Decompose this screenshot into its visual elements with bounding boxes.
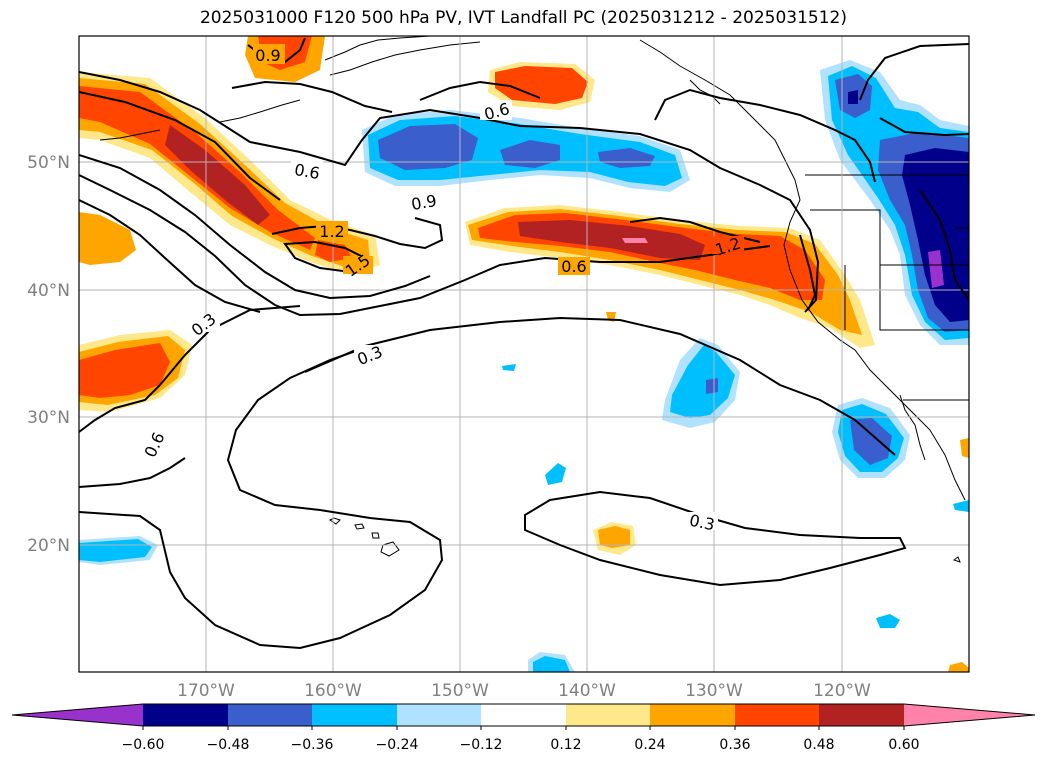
colorbar-tick-label: −0.60 (122, 737, 165, 753)
lon-label: 170°W (177, 681, 235, 701)
contour-label: 0.9 (410, 191, 438, 214)
lon-label: 140°W (558, 681, 616, 701)
colorbar-tick-label: 0.48 (803, 737, 834, 753)
colorbar-extend-high (904, 704, 1035, 726)
colorbar-tick-label: 0.12 (550, 737, 581, 753)
colorbar-segment (228, 704, 312, 726)
lon-label: 120°W (813, 681, 871, 701)
contour-label: 0.6 (561, 257, 586, 276)
colorbar-tick-label: −0.12 (460, 737, 503, 753)
colorbar-segment (735, 704, 819, 726)
colorbar-segment (650, 704, 735, 726)
colorbar-extend-low (12, 704, 143, 726)
colorbar-segment (397, 704, 481, 726)
longitude-labels: 170°W 160°W 150°W 140°W 130°W 120°W (177, 681, 871, 701)
colorbar-tick-marks (142, 726, 905, 730)
lat-label: 50°N (27, 153, 70, 173)
contour-label: 0.3 (688, 511, 717, 535)
latitude-labels: 50°N 40°N 30°N 20°N (27, 153, 70, 556)
map-title: 2025031000 F120 500 hPa PV, IVT Landfall… (199, 8, 847, 28)
ivt-contours (79, 37, 969, 650)
contour-label: 0.9 (255, 46, 280, 65)
lat-label: 40°N (27, 281, 70, 301)
lon-label: 160°W (304, 681, 362, 701)
colorbar-tick-label: −0.24 (376, 737, 419, 753)
plot-frame (78, 35, 970, 673)
colorbar-segment (481, 704, 566, 726)
contour-label: 1.2 (319, 222, 344, 241)
coastlines (99, 36, 969, 563)
shaded-field (79, 36, 969, 672)
colorbar-segment (143, 704, 228, 726)
colorbar-tick-label: 0.36 (719, 737, 750, 753)
colorbar-tick-label: 0.60 (888, 737, 919, 753)
colorbar-segment (819, 704, 904, 726)
colorbar-segment (566, 704, 650, 726)
contour-label-group: 0.9 0.6 0.6 0.9 1.2 1.5 1.2 0.6 0.3 0.3 … (140, 44, 744, 534)
colorbar-tick-label: 0.24 (634, 737, 665, 753)
gridlines (79, 36, 969, 672)
colorbar-tick-label: −0.48 (207, 737, 250, 753)
lon-label: 130°W (685, 681, 743, 701)
lat-label: 20°N (27, 536, 70, 556)
contour-label: 0.6 (293, 160, 321, 183)
lon-label: 150°W (431, 681, 489, 701)
lat-label: 30°N (27, 408, 70, 428)
colorbar-tick-label: −0.36 (291, 737, 334, 753)
colorbar: −0.60 −0.48 −0.36 −0.24 −0.12 0.12 0.24 … (11, 703, 1036, 753)
colorbar-segment (312, 704, 397, 726)
